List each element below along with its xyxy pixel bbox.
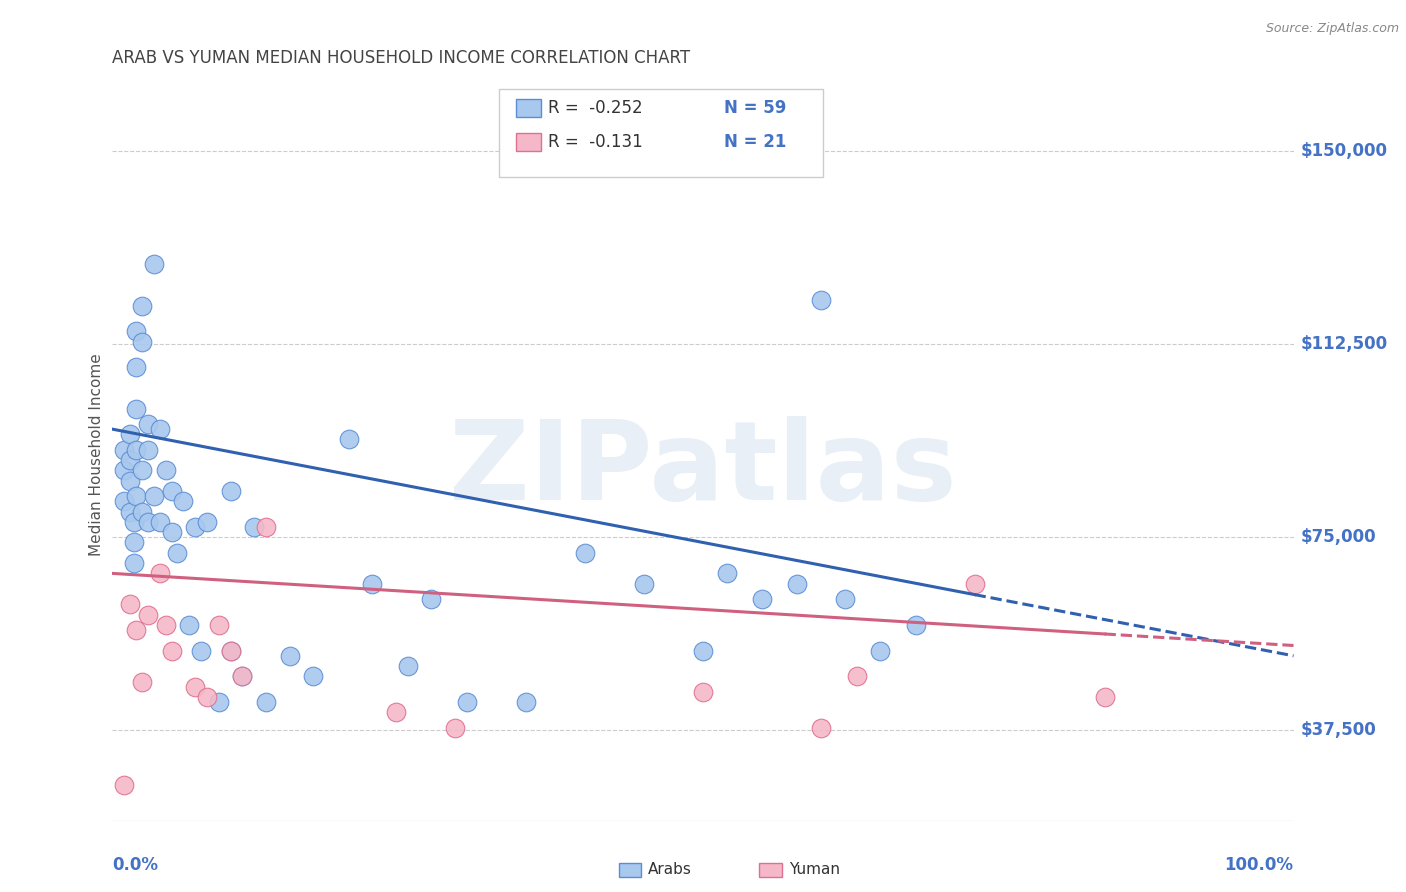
Text: $112,500: $112,500: [1301, 335, 1388, 353]
Point: [845, 669, 868, 683]
Point: [904, 618, 927, 632]
Text: $37,500: $37,500: [1301, 722, 1376, 739]
Point: [716, 566, 738, 581]
Point: [120, 427, 142, 442]
Point: [112, 494, 135, 508]
Text: 0.0%: 0.0%: [112, 856, 159, 874]
Point: [125, 324, 148, 338]
Point: [149, 515, 172, 529]
Point: [278, 648, 301, 663]
Point: [136, 442, 159, 457]
Y-axis label: Median Household Income: Median Household Income: [89, 353, 104, 557]
Point: [172, 494, 194, 508]
Point: [179, 618, 201, 632]
Text: $75,000: $75,000: [1301, 528, 1376, 546]
Point: [190, 643, 212, 657]
Text: Source: ZipAtlas.com: Source: ZipAtlas.com: [1265, 22, 1399, 36]
Point: [254, 695, 277, 709]
Point: [122, 556, 145, 570]
Point: [195, 690, 218, 704]
Point: [136, 515, 159, 529]
Text: ARAB VS YUMAN MEDIAN HOUSEHOLD INCOME CORRELATION CHART: ARAB VS YUMAN MEDIAN HOUSEHOLD INCOME CO…: [112, 49, 690, 67]
Point: [219, 643, 242, 657]
Point: [136, 417, 159, 431]
Point: [574, 546, 596, 560]
Point: [125, 401, 148, 416]
Point: [122, 535, 145, 549]
Point: [131, 674, 153, 689]
Point: [810, 293, 832, 308]
Point: [396, 659, 419, 673]
Point: [302, 669, 325, 683]
Point: [337, 433, 360, 447]
Point: [231, 669, 253, 683]
Point: [160, 525, 183, 540]
Point: [120, 597, 142, 611]
Point: [1094, 690, 1116, 704]
Point: [208, 618, 231, 632]
Point: [361, 576, 384, 591]
Text: Arabs: Arabs: [648, 863, 692, 877]
Point: [142, 489, 165, 503]
Point: [420, 592, 443, 607]
Point: [184, 520, 207, 534]
Point: [219, 643, 242, 657]
Point: [142, 257, 165, 271]
Point: [633, 576, 655, 591]
Point: [149, 566, 172, 581]
Point: [243, 520, 266, 534]
Point: [112, 778, 135, 792]
Point: [160, 643, 183, 657]
Text: $150,000: $150,000: [1301, 142, 1388, 160]
Point: [254, 520, 277, 534]
Point: [444, 721, 467, 735]
Point: [810, 721, 832, 735]
Text: 100.0%: 100.0%: [1225, 856, 1294, 874]
Point: [131, 334, 153, 349]
Point: [219, 483, 242, 498]
Point: [125, 442, 148, 457]
Point: [125, 360, 148, 375]
Point: [692, 643, 714, 657]
Point: [869, 643, 891, 657]
Point: [834, 592, 856, 607]
Point: [231, 669, 253, 683]
Point: [515, 695, 537, 709]
Point: [184, 680, 207, 694]
Text: N = 21: N = 21: [724, 133, 786, 151]
Point: [122, 515, 145, 529]
Point: [195, 515, 218, 529]
Point: [456, 695, 478, 709]
Point: [125, 489, 148, 503]
Point: [120, 505, 142, 519]
Point: [385, 706, 408, 720]
Point: [208, 695, 231, 709]
Point: [166, 546, 188, 560]
Point: [131, 505, 153, 519]
Point: [120, 474, 142, 488]
Point: [963, 576, 986, 591]
Point: [751, 592, 773, 607]
Point: [149, 422, 172, 436]
Point: [125, 623, 148, 637]
Text: R =  -0.131: R = -0.131: [548, 133, 643, 151]
Point: [112, 463, 135, 477]
Point: [120, 453, 142, 467]
Text: Yuman: Yuman: [789, 863, 839, 877]
Point: [112, 442, 135, 457]
Point: [131, 299, 153, 313]
Point: [155, 463, 177, 477]
Text: N = 59: N = 59: [724, 99, 786, 117]
Text: R =  -0.252: R = -0.252: [548, 99, 643, 117]
Point: [136, 607, 159, 622]
Point: [692, 685, 714, 699]
Point: [155, 618, 177, 632]
Text: ZIPatlas: ZIPatlas: [449, 416, 957, 523]
Point: [131, 463, 153, 477]
Point: [160, 483, 183, 498]
Point: [786, 576, 808, 591]
